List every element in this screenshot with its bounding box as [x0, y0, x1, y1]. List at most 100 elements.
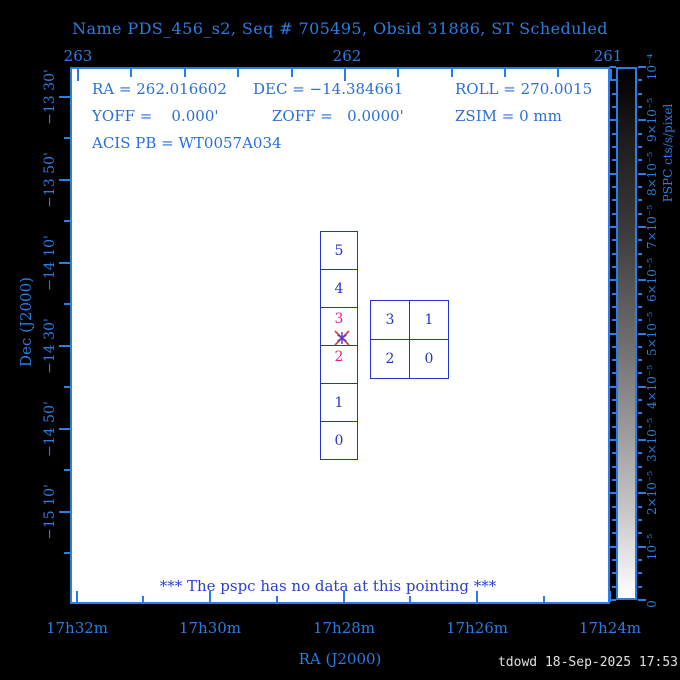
tick-mark	[638, 185, 642, 188]
tick-mark	[610, 69, 612, 81]
acis-i-chip-1: 1	[409, 300, 449, 340]
tick-mark	[612, 372, 616, 375]
tick-mark	[59, 96, 70, 98]
tick-mark	[638, 585, 642, 588]
tick-mark	[59, 511, 70, 513]
tick-mark	[638, 225, 646, 228]
tick-mark	[612, 79, 616, 82]
bottom-axis-tick-label: 17h28m	[312, 619, 376, 637]
tick-mark	[344, 69, 346, 81]
tick-mark	[610, 225, 616, 228]
tick-mark	[59, 345, 70, 347]
tick-mark	[638, 279, 646, 282]
tick-mark	[638, 132, 642, 135]
colorbar-tick-label: 3×10⁻⁵	[645, 418, 659, 463]
bottom-axis-tick-label: 17h32m	[45, 619, 109, 637]
tick-mark	[612, 159, 616, 162]
tick-mark	[64, 303, 70, 305]
colorbar-tick-label: 4×10⁻⁵	[645, 364, 659, 409]
tick-mark	[610, 439, 616, 442]
tick-mark	[612, 319, 616, 322]
tick-mark	[612, 305, 616, 308]
tick-mark	[504, 69, 506, 77]
tick-mark	[638, 145, 642, 148]
tick-mark	[64, 469, 70, 471]
tick-mark	[638, 425, 642, 428]
left-axis-tick-label: −14 30'	[42, 318, 58, 374]
tick-mark	[638, 412, 642, 415]
tick-mark	[638, 92, 642, 95]
tick-mark	[638, 559, 642, 562]
tick-mark	[612, 399, 616, 402]
tick-mark	[612, 532, 616, 535]
tick-mark	[638, 66, 646, 68]
tick-mark	[610, 279, 616, 282]
tick-mark	[612, 212, 616, 215]
colorbar-tick-label: 5×10⁻⁵	[645, 311, 659, 356]
colorbar-tick-label: 0	[645, 600, 659, 608]
tick-mark	[612, 252, 616, 255]
tick-mark	[612, 505, 616, 508]
tick-mark	[612, 185, 616, 188]
acis-i-chip-2: 2	[370, 339, 410, 379]
tick-mark	[638, 492, 646, 495]
acis-i-array[interactable]: 3 1 2 0	[370, 300, 449, 379]
observation-title: Name PDS_456_s2, Seq # 705495, Obsid 318…	[72, 19, 608, 38]
tick-mark	[59, 262, 70, 264]
tick-mark	[638, 332, 646, 335]
left-axis-tick-label: −15 10'	[42, 484, 58, 540]
tick-mark	[638, 372, 642, 375]
tick-mark	[638, 465, 642, 468]
tick-mark	[609, 591, 611, 602]
info-ra: RA = 262.016602	[92, 80, 227, 98]
bottom-axis-tick-label: 17h24m	[578, 619, 642, 637]
tick-mark	[612, 92, 616, 95]
tick-mark	[638, 239, 642, 242]
tick-mark	[610, 172, 616, 175]
tick-mark	[638, 439, 646, 442]
tick-mark	[638, 359, 642, 362]
tick-mark	[130, 69, 132, 77]
tick-mark	[638, 572, 642, 575]
tick-mark	[610, 385, 616, 388]
pspc-colorbar	[616, 67, 637, 600]
tick-mark	[638, 545, 646, 548]
colorbar-tick-label: 10⁻⁵	[645, 533, 659, 560]
colorbar-tick-label: 2×10⁻⁵	[645, 471, 659, 516]
left-axis-tick-label: −14 10'	[42, 235, 58, 291]
colorbar-tick-label: 8×10⁻⁵	[645, 151, 659, 196]
tick-mark	[638, 452, 642, 455]
dec-axis-title: Dec (J2000)	[17, 277, 35, 367]
info-yoff: YOFF = 0.000'	[92, 107, 219, 125]
info-zoff: ZOFF = 0.0000'	[272, 107, 404, 125]
tick-mark	[77, 69, 79, 81]
aimpoint-marker-icon[interactable]	[332, 328, 352, 348]
tick-mark	[610, 599, 616, 601]
tick-mark	[557, 69, 559, 77]
tick-mark	[237, 69, 239, 77]
bottom-axis-tick-label: 17h26m	[445, 619, 509, 637]
tick-mark	[59, 179, 70, 181]
tick-mark	[612, 105, 616, 108]
colorbar-tick-label: 6×10⁻⁵	[645, 258, 659, 303]
acis-s-chip-1: 1	[320, 383, 358, 422]
tick-mark	[638, 119, 646, 122]
tick-mark	[638, 79, 642, 82]
tick-mark	[638, 252, 642, 255]
bottom-axis-tick-label: 17h30m	[178, 619, 242, 637]
colorbar-tick-label: 7×10⁻⁵	[645, 204, 659, 249]
tick-mark	[543, 596, 545, 602]
acis-s-array[interactable]: 5 4 3 2 1 0	[320, 231, 358, 460]
left-axis-tick-label: −13 30'	[42, 69, 58, 125]
tick-mark	[64, 137, 70, 139]
tick-mark	[612, 239, 616, 242]
tick-mark	[343, 591, 345, 602]
left-axis-tick-label: −13 50'	[42, 152, 58, 208]
pspc-warning-message: *** The pspc has no data at this pointin…	[159, 577, 497, 595]
tick-mark	[638, 385, 646, 388]
top-axis-tick-label: 261	[593, 47, 623, 65]
tick-mark	[638, 159, 642, 162]
info-acis-pb: ACIS PB = WT0057A034	[92, 134, 282, 152]
tick-mark	[610, 66, 616, 68]
